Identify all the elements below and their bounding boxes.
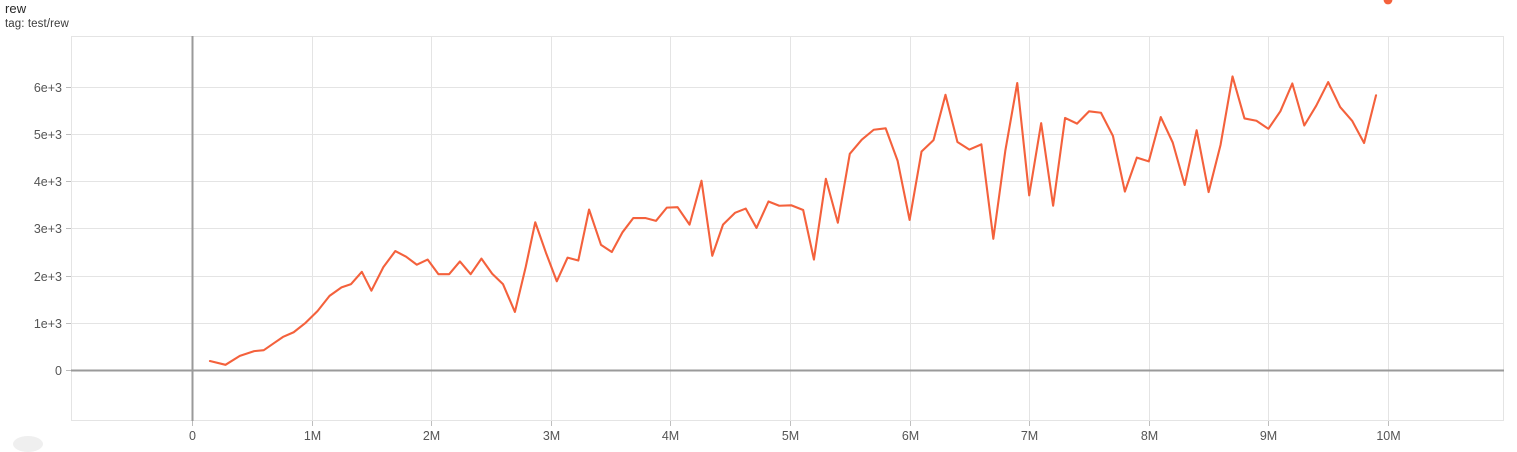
y-tick-label: 5e+3 — [34, 128, 62, 142]
chart-header: rew tag: test/rew — [5, 1, 69, 31]
y-tick-label: 4e+3 — [34, 175, 62, 189]
axis-lines — [71, 36, 1504, 421]
data-series-group — [208, 0, 1393, 366]
plot-area-border — [71, 36, 1504, 421]
y-tick-label: 1e+3 — [34, 317, 62, 331]
chart-corner-affordance[interactable] — [13, 436, 43, 452]
x-tick-label: 3M — [543, 429, 560, 443]
y-axis-tick-labels: 0 1e+3 2e+3 3e+3 4e+3 5e+3 6e+3 — [34, 81, 62, 378]
tick-marks — [66, 87, 1389, 426]
x-tick-label: 9M — [1260, 429, 1277, 443]
y-tick-label: 3e+3 — [34, 222, 62, 236]
x-axis-tick-labels: 0 1M 2M 3M 4M 5M 6M 7M 8M 9M 10M — [189, 429, 1401, 443]
x-tick-label: 6M — [902, 429, 919, 443]
x-tick-label: 0 — [189, 429, 196, 443]
y-tick-label: 0 — [55, 364, 62, 378]
x-tick-label: 2M — [423, 429, 440, 443]
y-tick-label: 6e+3 — [34, 81, 62, 95]
x-tick-label: 5M — [782, 429, 799, 443]
chart-tag-subtitle: tag: test/rew — [5, 17, 69, 30]
horizontal-gridlines — [71, 87, 1504, 324]
series-line-test/rew — [208, 75, 1378, 366]
last-point-marker[interactable] — [1383, 0, 1393, 5]
x-tick-label: 8M — [1141, 429, 1158, 443]
x-tick-label: 7M — [1021, 429, 1038, 443]
chart-title: rew — [5, 1, 27, 16]
x-tick-label: 4M — [662, 429, 679, 443]
plot-border — [71, 36, 1504, 421]
x-tick-label: 10M — [1376, 429, 1400, 443]
y-tick-label: 2e+3 — [34, 270, 62, 284]
x-tick-label: 1M — [304, 429, 321, 443]
vertical-gridlines — [312, 36, 1389, 421]
